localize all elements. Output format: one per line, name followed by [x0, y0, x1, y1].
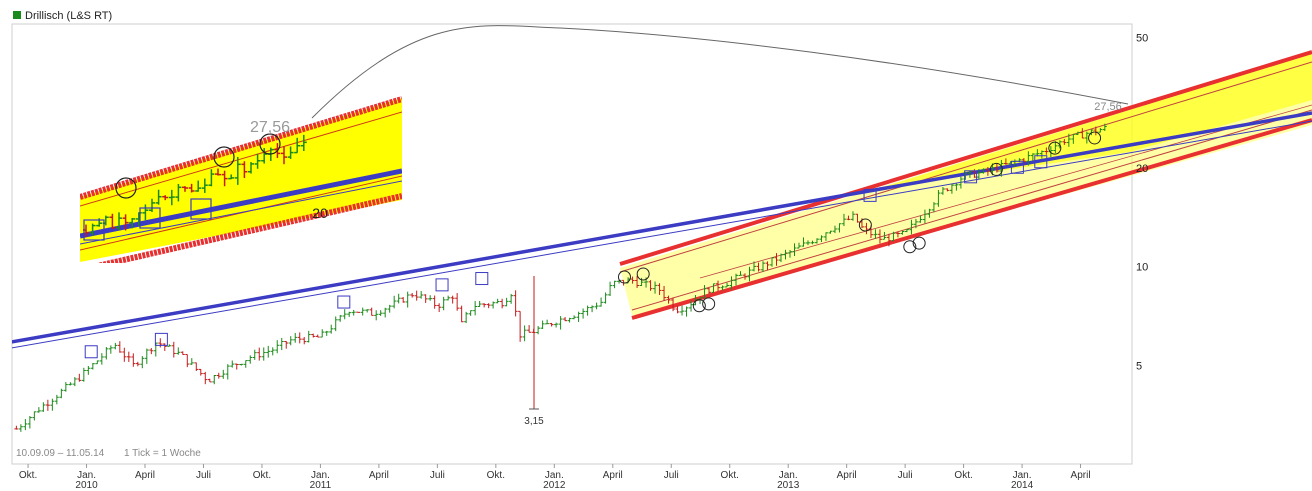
pattern-markers	[84, 131, 1102, 359]
x-tick-label: Jan.	[779, 470, 798, 481]
square-marker	[154, 332, 168, 346]
x-tick-label: Okt.	[19, 470, 37, 481]
last-value-label: 27,56	[1094, 101, 1122, 113]
trendline-main	[12, 111, 1312, 344]
inset-circle-marker	[213, 146, 235, 168]
circle-marker	[1088, 131, 1102, 145]
x-tick-label: Okt.	[487, 470, 505, 481]
inset-trendline	[80, 168, 402, 239]
square-marker	[1034, 155, 1048, 169]
x-tick-label: April	[135, 470, 155, 481]
x-tick-label: April	[1071, 470, 1091, 481]
square-marker	[863, 188, 877, 202]
y-axis: 5 10 20 50	[1136, 33, 1148, 373]
square-marker	[84, 345, 98, 359]
x-tick-label: Jan.	[311, 470, 330, 481]
square-marker	[337, 295, 351, 309]
x-axis: Okt. Jan. April Juli Okt. Jan. April Juli Okt. Ja…	[12, 463, 1132, 491]
square-marker	[435, 278, 449, 292]
connector-arc	[311, 25, 1129, 119]
inset-square-marker	[139, 207, 161, 229]
x-tick-label: April	[369, 470, 389, 481]
square-marker	[475, 272, 489, 286]
inset-upper-line	[80, 96, 402, 200]
x-tick-label: Juli	[196, 470, 211, 481]
inset-trendline-secondary	[80, 180, 402, 245]
zoom-inset: 20	[80, 96, 402, 263]
inset-circle-marker	[259, 133, 281, 155]
inset-lower-line	[97, 193, 402, 263]
low-value-label: 3,15	[524, 416, 544, 427]
x-tick-label: April	[837, 470, 857, 481]
circle-marker	[858, 218, 872, 232]
x-tick-label: Okt.	[954, 470, 972, 481]
inset-square-marker	[83, 219, 105, 241]
x-tick-label: Okt.	[253, 470, 271, 481]
tick-info: 1 Tick = 1 Woche	[124, 448, 201, 459]
inset-inner-line	[80, 111, 402, 207]
inset-level-label: 20	[312, 205, 328, 221]
channel-mid-line	[699, 104, 1312, 279]
x-tick-label: Jan.	[545, 470, 564, 481]
circle-marker	[989, 162, 1003, 176]
inset-circle-marker	[115, 177, 137, 199]
channel-upper-line	[619, 50, 1312, 266]
inset-last-label: 27,56	[250, 119, 290, 136]
channel-lower-line	[631, 118, 1312, 320]
x-year-label: 2013	[777, 480, 800, 491]
y-tick-label: 50	[1136, 33, 1148, 45]
inset-square-marker	[190, 198, 212, 220]
square-marker	[964, 170, 978, 184]
x-year-label: 2010	[75, 480, 98, 491]
channel-inner-line	[631, 109, 1312, 311]
y-tick-label: 20	[1136, 163, 1148, 175]
x-tick-label: Juli	[430, 470, 445, 481]
legend-swatch	[13, 11, 21, 19]
circle-marker	[903, 240, 917, 254]
y-tick-label: 5	[1136, 360, 1142, 372]
y-tick-label: 10	[1136, 262, 1148, 274]
date-range: 10.09.09 – 11.05.14	[16, 448, 105, 459]
x-year-label: 2012	[543, 480, 566, 491]
circle-marker	[912, 236, 926, 250]
square-marker	[1010, 160, 1024, 174]
channel-inner-line	[619, 61, 1312, 273]
x-tick-label: Juli	[898, 470, 913, 481]
instrument-title: Drillisch (L&S RT)	[25, 10, 112, 22]
x-tick-label: Okt.	[721, 470, 739, 481]
x-tick-label: Juli	[664, 470, 679, 481]
circle-marker	[692, 299, 706, 313]
trendline-secondary	[12, 120, 1312, 349]
x-tick-label: Jan.	[1013, 470, 1032, 481]
x-year-label: 2014	[1011, 480, 1034, 491]
x-year-label: 2011	[310, 480, 332, 491]
x-tick-label: April	[603, 470, 623, 481]
x-tick-label: Jan.	[77, 470, 96, 481]
circle-marker	[1048, 141, 1062, 155]
circle-marker	[702, 297, 716, 311]
circle-marker	[617, 270, 631, 284]
circle-marker	[636, 267, 650, 281]
